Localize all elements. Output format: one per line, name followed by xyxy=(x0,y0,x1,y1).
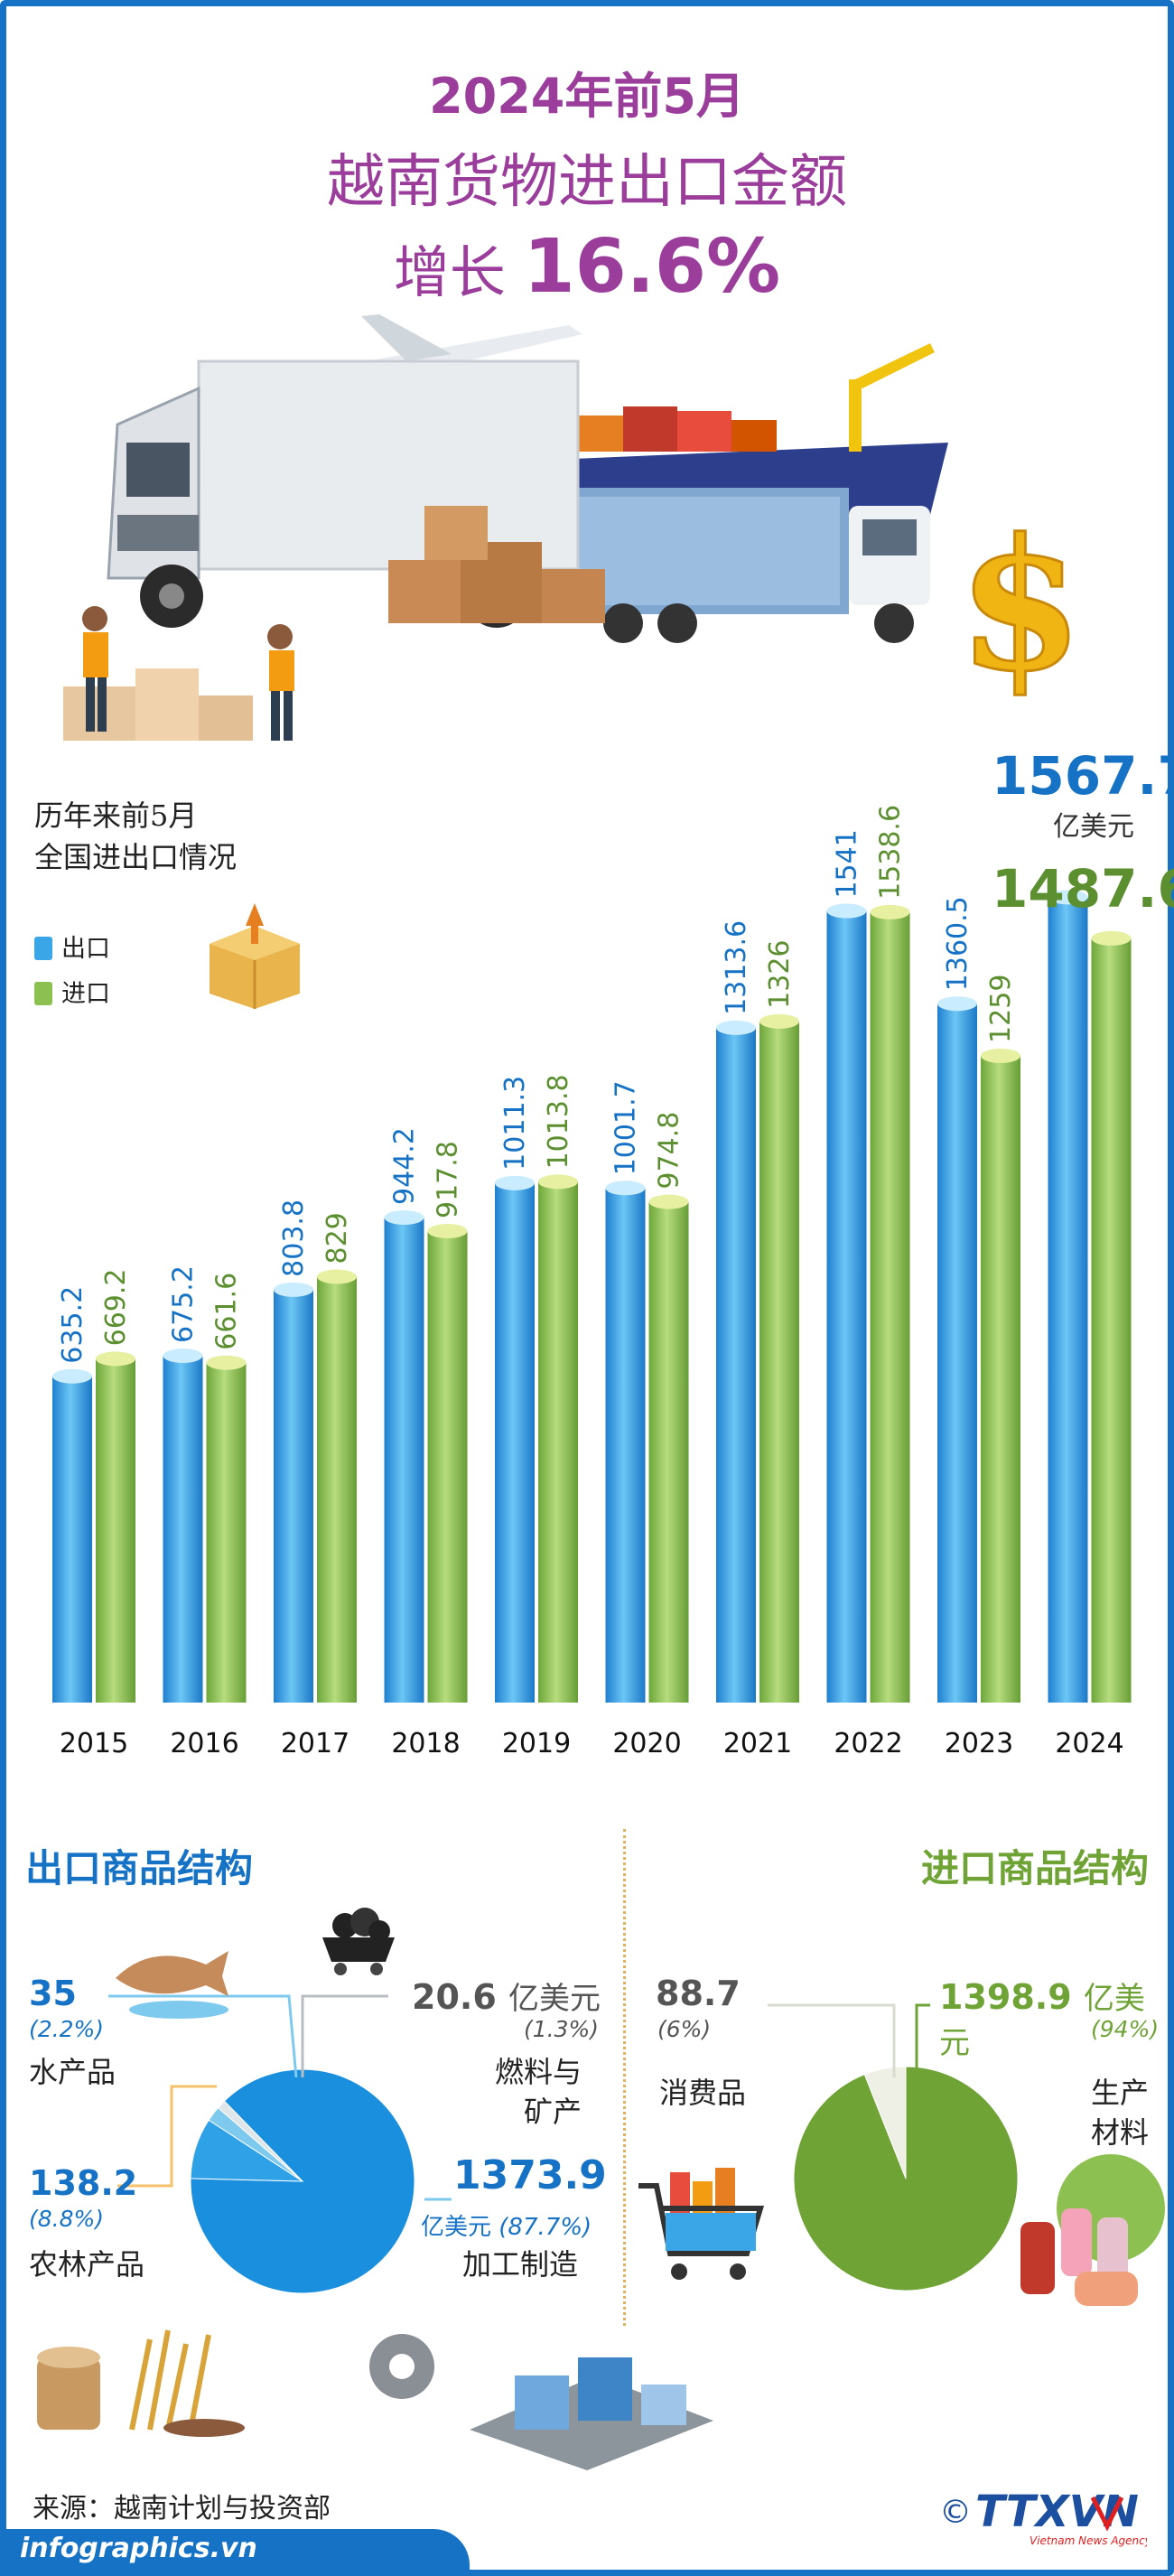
legend-title: 历年来前5月 全国进出口情况 xyxy=(34,795,237,878)
export-agri-pct: (8.8%) xyxy=(29,2206,105,2232)
export-mfg-unit: 亿美元 xyxy=(421,2214,492,2241)
export-agri-label: 农林产品 xyxy=(29,2247,145,2282)
coal-cart-icon xyxy=(322,1908,395,1975)
import-consumer-label: 消费品 xyxy=(659,2076,747,2110)
import-consumer-value: 88.7 xyxy=(656,1974,741,2013)
export-pie-slice-manufacturing xyxy=(190,2068,415,2294)
legend-export-label: 出口 xyxy=(61,935,110,963)
hero-illustration: $ xyxy=(63,314,1085,741)
export-fuel-label: 燃料与 矿产 xyxy=(495,2052,582,2132)
svg-text:$: $ xyxy=(957,499,1083,712)
legend-export-swatch xyxy=(34,937,52,960)
export-mfg-value: 1373.9 xyxy=(453,2152,607,2198)
footer-site-link[interactable]: infographics.vn xyxy=(20,2533,257,2564)
shopping-cart-icon xyxy=(638,2168,765,2280)
export-aquatic-label: 水产品 xyxy=(29,2055,116,2089)
svg-text:TTXVN: TTXVN xyxy=(975,2487,1139,2537)
legend-title-line-2: 全国进出口情况 xyxy=(34,840,238,874)
export-pie-slice-fuel xyxy=(217,2100,303,2182)
callout-2024-unit: 亿美元 xyxy=(1053,811,1134,843)
export-aquatic-value: 35 xyxy=(29,1974,77,2013)
section-divider xyxy=(623,1829,626,2326)
dollar-sign-icon: $ xyxy=(956,499,1085,714)
export-fuel-pct: (1.3%) xyxy=(524,2016,600,2042)
package-icon xyxy=(210,903,300,1009)
import-structure-title: 进口商品结构 xyxy=(920,1846,1149,1890)
export-agri-value: 138.2 xyxy=(29,2163,138,2203)
truck-icon xyxy=(107,359,580,628)
cardboard-boxes-icon xyxy=(63,506,605,741)
import-pie-chart xyxy=(793,2066,1019,2291)
import-material-label-line-2: 材料 xyxy=(1091,2115,1150,2150)
svg-text:Vietnam News Agency: Vietnam News Agency xyxy=(1030,2534,1147,2547)
export-fuel-number: 20.6 xyxy=(412,1977,497,2017)
callout-2024-export: 1567.7 xyxy=(992,745,1174,807)
title-line-3: 增长 16.6% xyxy=(0,224,1174,310)
export-fuel-label-line-2: 矿产 xyxy=(524,2095,582,2129)
import-material-value: 1398.9 亿美元 xyxy=(939,1974,1174,2062)
export-mfg-label: 加工制造 xyxy=(462,2247,579,2282)
export-mfg-pct: (87.7%) xyxy=(498,2214,592,2241)
title-line-1: 2024年前5月 xyxy=(429,68,745,125)
export-structure-title: 出口商品结构 xyxy=(25,1846,254,1890)
legend-import-label: 进口 xyxy=(61,980,110,1008)
source-note: 来源：越南计划与投资部 xyxy=(33,2493,331,2525)
legend-import-swatch xyxy=(34,982,52,1005)
import-consumer-pct: (6%) xyxy=(657,2016,712,2042)
agri-forestry-icon xyxy=(37,2329,245,2437)
title-growth-value: 16.6% xyxy=(523,224,781,310)
import-material-label: 生产 材料 xyxy=(1091,2073,1149,2152)
import-material-number: 1398.9 xyxy=(939,1977,1072,2017)
export-mfg-unit-pct: 亿美元 (87.7%) xyxy=(421,2208,592,2242)
container-truck-icon xyxy=(569,488,930,643)
yarn-spools-icon xyxy=(1020,2154,1165,2306)
export-aquatic-pct: (2.2%) xyxy=(29,2016,105,2042)
title-line-2: 越南货物进出口金额 xyxy=(327,149,847,216)
export-pie-chart xyxy=(190,2068,415,2294)
export-fuel-value: 20.6 亿美元 xyxy=(412,1974,601,2018)
fish-icon xyxy=(116,1951,228,2019)
import-connectors xyxy=(768,2003,930,2077)
workers-icon xyxy=(82,606,294,741)
svg-text:©: © xyxy=(939,2494,972,2531)
title-growth-prefix: 增长 xyxy=(393,239,506,305)
manufacturing-icon xyxy=(369,2334,713,2470)
export-connectors xyxy=(108,1994,452,2201)
legend-export: 出口 xyxy=(34,929,110,964)
import-material-pct: (94%) xyxy=(1091,2016,1160,2042)
ttxvn-logo: © TTXVN Vietnam News Agency xyxy=(939,2487,1147,2547)
callout-2024-import: 1487.6 xyxy=(992,858,1174,919)
export-fuel-label-line-1: 燃料与 xyxy=(495,2055,582,2089)
import-material-unit: 亿美元 xyxy=(939,1981,1145,2061)
legend-title-line-1: 历年来前5月 xyxy=(34,798,198,833)
footer-bar xyxy=(0,2529,470,2576)
legend-import: 进口 xyxy=(34,974,110,1009)
export-fuel-unit: 亿美元 xyxy=(508,1981,601,2017)
import-pie-slice-consumer xyxy=(863,2066,907,2179)
import-material-label-line-1: 生产 xyxy=(1091,2076,1150,2110)
